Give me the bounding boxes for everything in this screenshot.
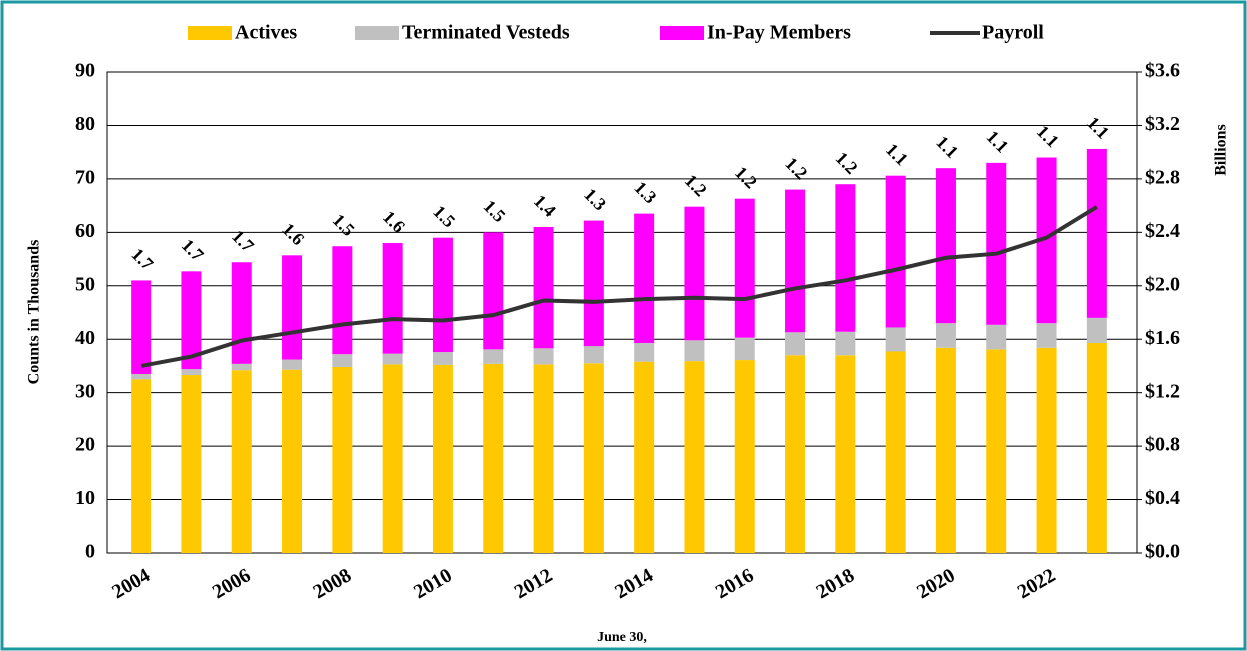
bar-segment (131, 379, 152, 553)
bar-segment (835, 184, 856, 332)
bar-segment (634, 213, 655, 343)
y2-tick-label: $3.2 (1145, 113, 1180, 135)
bar-segment (785, 332, 806, 356)
bar-segment (885, 175, 906, 328)
bar-segment (382, 243, 403, 354)
bar-segment (533, 226, 554, 349)
bar-segment (734, 198, 755, 338)
bar-segment (483, 349, 504, 364)
legend-label: In-Pay Members (707, 22, 851, 44)
bar-segment (583, 220, 604, 347)
bar-segment (533, 364, 554, 553)
bar-segment (684, 340, 705, 362)
bar-segment (734, 337, 755, 361)
y2-tick-label: $1.2 (1145, 380, 1180, 402)
bar-segment (986, 324, 1007, 350)
y-tick-label: 50 (75, 273, 95, 295)
bar-segment (785, 189, 806, 333)
bar-segment (483, 232, 504, 350)
x-axis-label: June 30, (597, 630, 647, 645)
bar-segment (282, 255, 303, 360)
bar-segment (583, 346, 604, 364)
bar-segment (634, 342, 655, 362)
payroll-line (140, 205, 1098, 368)
bar-segment (835, 331, 856, 356)
bar-segment (432, 237, 453, 353)
legend-label: Terminated Vesteds (402, 22, 570, 44)
bar-segment (835, 355, 856, 553)
bar-segment (231, 370, 252, 553)
y2-axis-label: Billions (1213, 124, 1230, 176)
bar-segment (1036, 323, 1057, 348)
bar-segment (1086, 342, 1107, 553)
bar-segment (432, 364, 453, 553)
bar-segment (885, 351, 906, 553)
y-tick-label: 10 (75, 487, 95, 509)
bar-segment (382, 364, 403, 553)
bar-segment (1036, 347, 1057, 553)
bar-segment (332, 367, 353, 553)
bar-segment (583, 363, 604, 553)
bar-segment (684, 361, 705, 553)
bar-segment (382, 353, 403, 365)
bar-segment (131, 373, 152, 380)
bar-segment (231, 363, 252, 371)
y-tick-label: 40 (75, 327, 95, 349)
bar-segment (483, 363, 504, 553)
bar-segment (131, 280, 152, 374)
bar-segment (684, 206, 705, 341)
y2-tick-label: $1.6 (1145, 327, 1180, 349)
bar-segment (734, 360, 755, 553)
bar-segment (231, 262, 252, 364)
bar-segment (1036, 157, 1057, 324)
bar-segment (785, 355, 806, 553)
y-axis-label: Counts in Thousands (26, 240, 43, 385)
y2-tick-label: $2.0 (1145, 273, 1180, 295)
bar-segment (332, 246, 353, 355)
y-tick-label: 20 (75, 434, 95, 456)
y2-tick-label: $0.8 (1145, 434, 1180, 456)
legend-swatch (355, 26, 399, 40)
bar-segment (332, 354, 353, 368)
y-tick-label: 30 (75, 380, 95, 402)
y-tick-label: 80 (75, 113, 95, 135)
bar-segment (935, 347, 956, 553)
bar-segment (181, 369, 202, 376)
legend-label: Payroll (982, 22, 1044, 44)
legend-label: Actives (235, 22, 297, 44)
y2-tick-label: $3.6 (1145, 60, 1180, 82)
legend-swatch (660, 26, 704, 40)
bar-segment (986, 162, 1007, 325)
bar-segment (1086, 317, 1107, 343)
plot-border (106, 71, 1138, 554)
bar-segment (935, 168, 956, 324)
bar-segment (432, 352, 453, 365)
legend-swatch (188, 26, 232, 40)
bar-segment (935, 323, 956, 348)
y2-tick-label: $2.4 (1145, 220, 1180, 242)
bar-segment (885, 327, 906, 352)
bar-segment (1086, 148, 1107, 318)
y2-tick-label: $2.8 (1145, 166, 1180, 188)
bar-segment (986, 349, 1007, 553)
bar-segment (282, 369, 303, 553)
bar-segment (282, 359, 303, 370)
bar-segment (634, 361, 655, 553)
y2-tick-label: $0.0 (1145, 541, 1180, 563)
y-tick-label: 70 (75, 166, 95, 188)
bar-segment (533, 348, 554, 365)
bar-segment (181, 375, 202, 553)
y-tick-label: 0 (85, 541, 95, 563)
y2-tick-label: $0.4 (1145, 487, 1180, 509)
y-tick-label: 60 (75, 220, 95, 242)
y-tick-label: 90 (75, 60, 95, 82)
bar-segment (181, 271, 202, 370)
